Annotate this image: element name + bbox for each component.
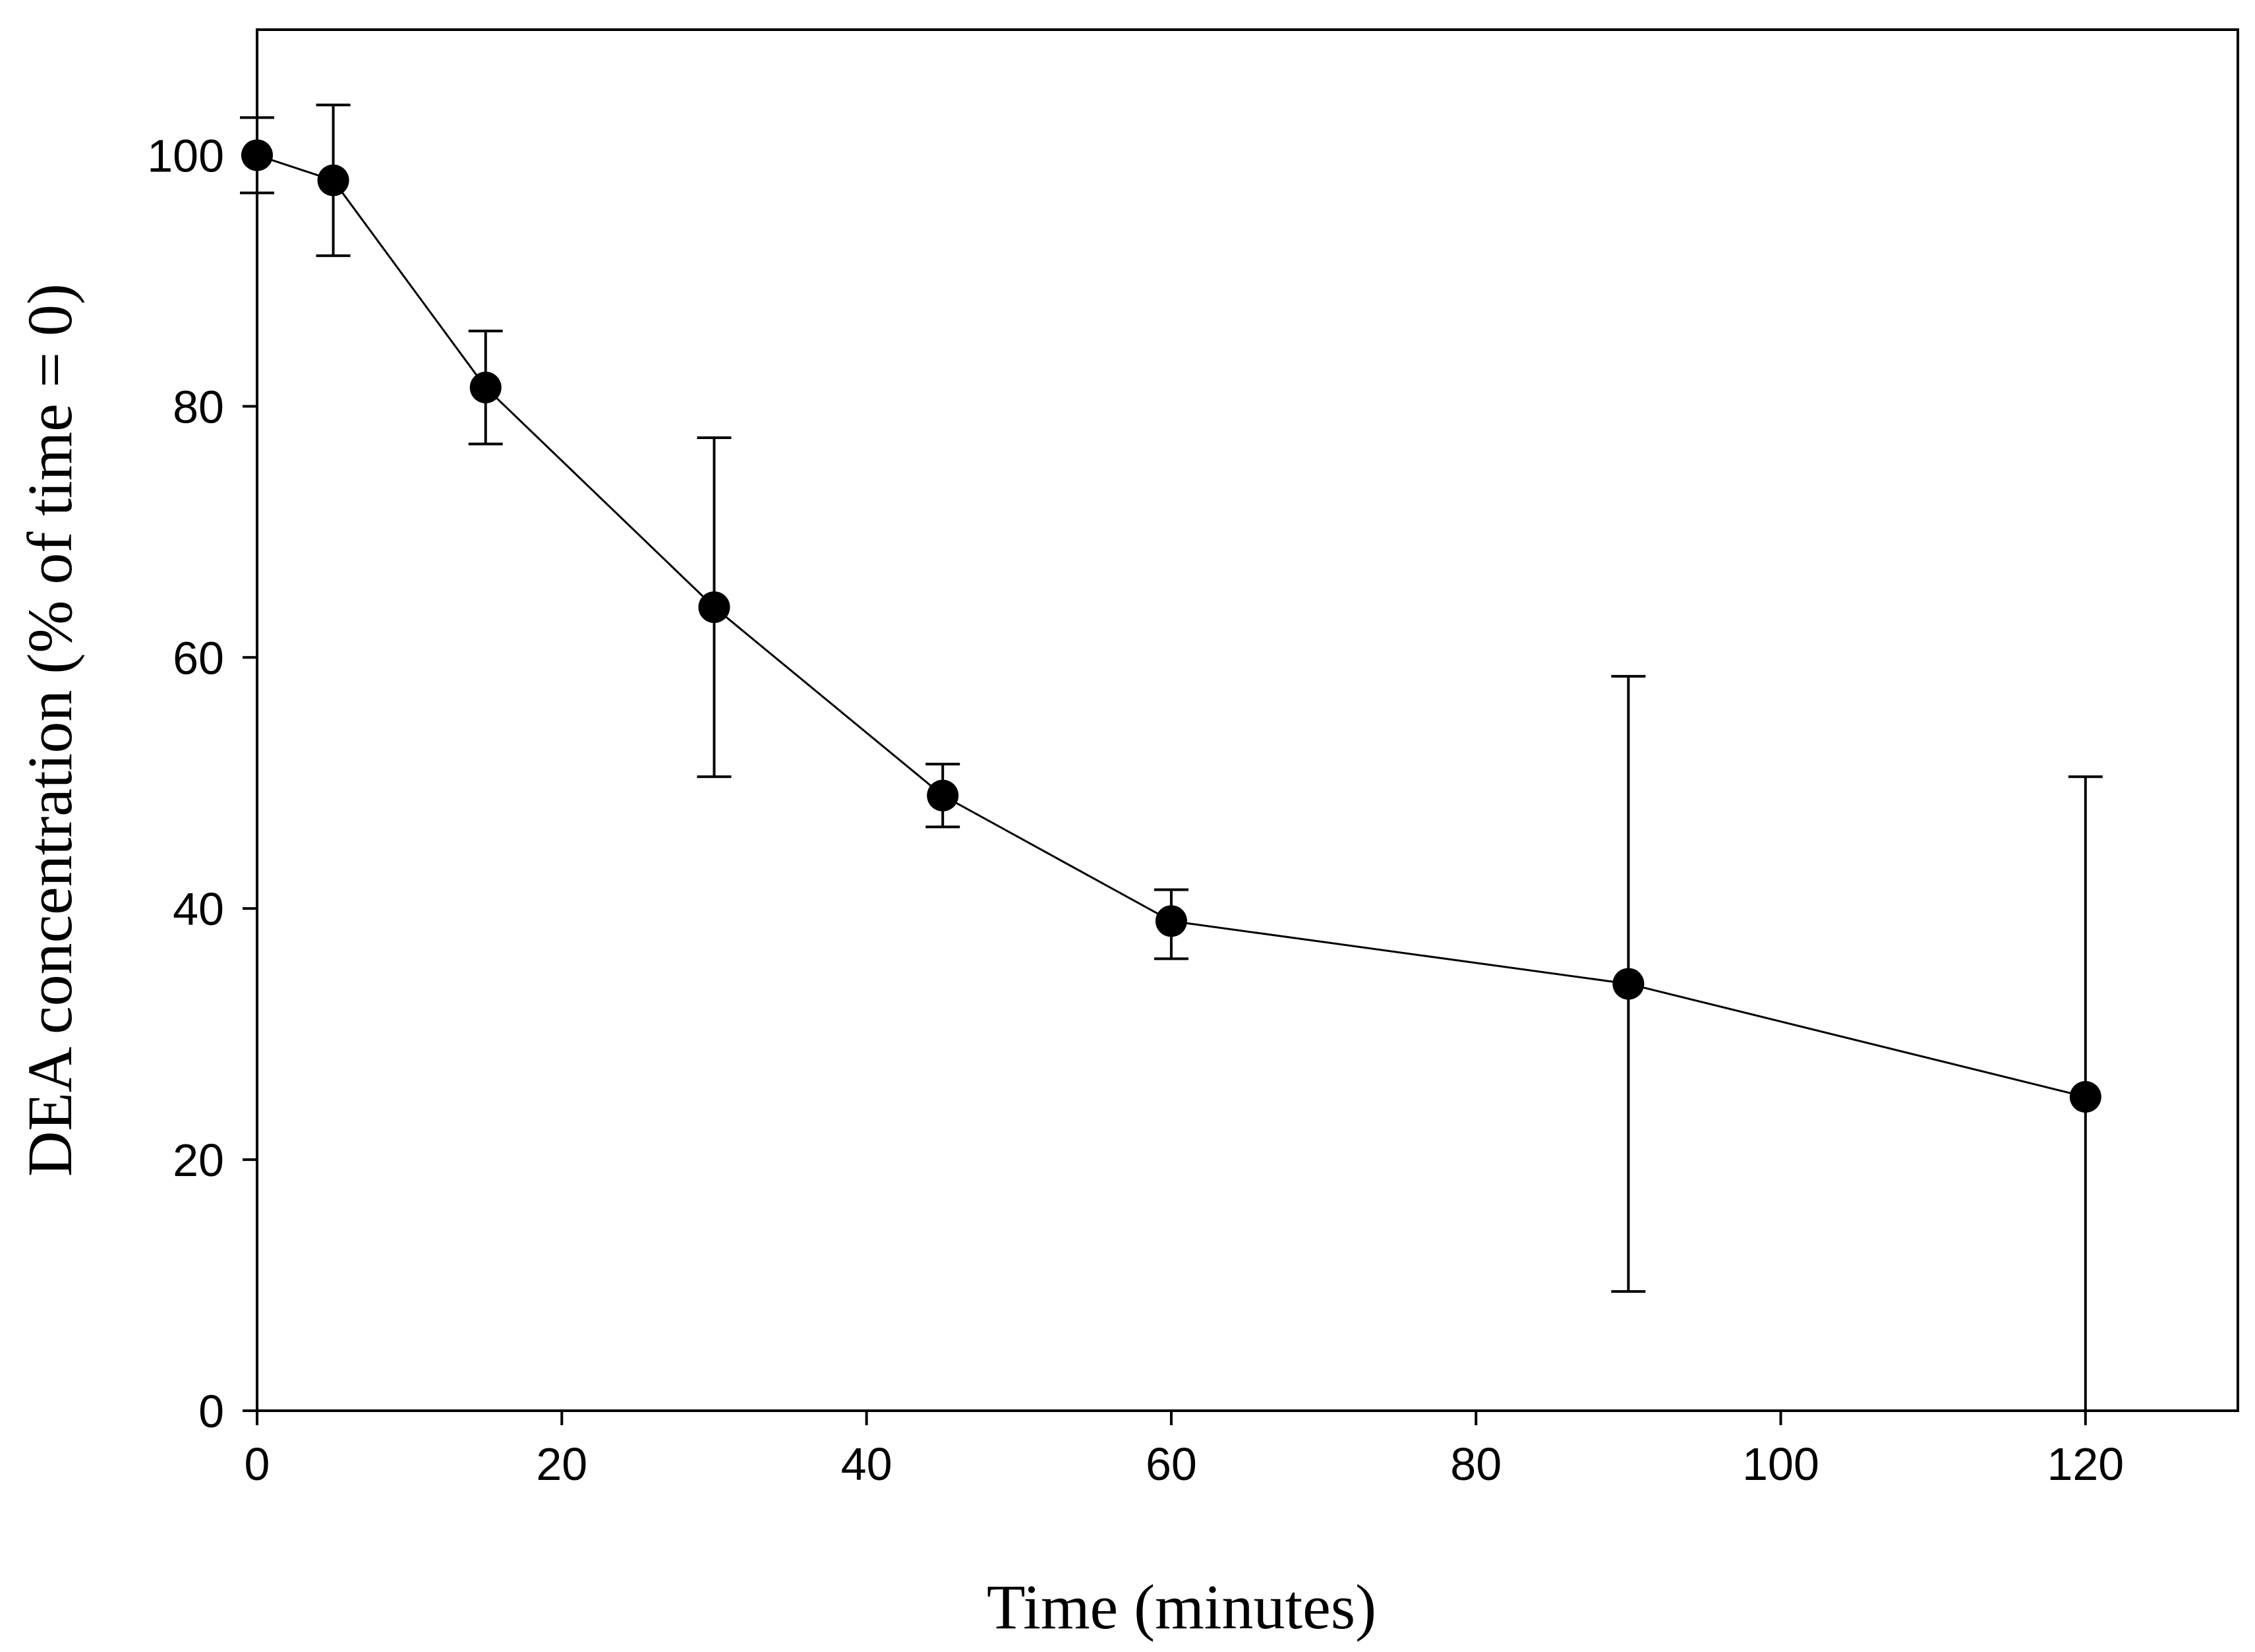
- y-axis-title: DEA concentration (% of time = 0): [15, 283, 85, 1177]
- data-point: [1612, 968, 1645, 1000]
- x-tick-label: 40: [841, 1438, 893, 1490]
- data-point: [241, 139, 273, 171]
- data-point: [317, 164, 349, 196]
- series-line: [256, 154, 2086, 1098]
- y-tick-label: 20: [173, 1135, 224, 1186]
- x-tick-label: 60: [1146, 1438, 1197, 1490]
- x-axis-title: Time (minutes): [987, 1572, 1376, 1642]
- y-tick-label: 0: [198, 1386, 224, 1437]
- data-point: [1155, 905, 1187, 937]
- x-tick-label: 80: [1450, 1438, 1502, 1490]
- data-point: [2069, 1080, 2101, 1113]
- data-point: [927, 779, 959, 811]
- x-tick-label: 20: [536, 1438, 587, 1490]
- x-tick-label: 100: [1742, 1438, 1819, 1490]
- x-tick-label: 0: [245, 1438, 270, 1490]
- y-tick-label: 40: [173, 883, 224, 935]
- y-tick-label: 60: [173, 632, 224, 684]
- plot-frame: [256, 28, 2239, 1412]
- x-tick-label: 120: [2047, 1438, 2124, 1490]
- y-tick-label: 80: [173, 381, 224, 432]
- data-point: [698, 591, 730, 624]
- y-tick-label: 100: [147, 130, 224, 181]
- data-point: [469, 371, 502, 403]
